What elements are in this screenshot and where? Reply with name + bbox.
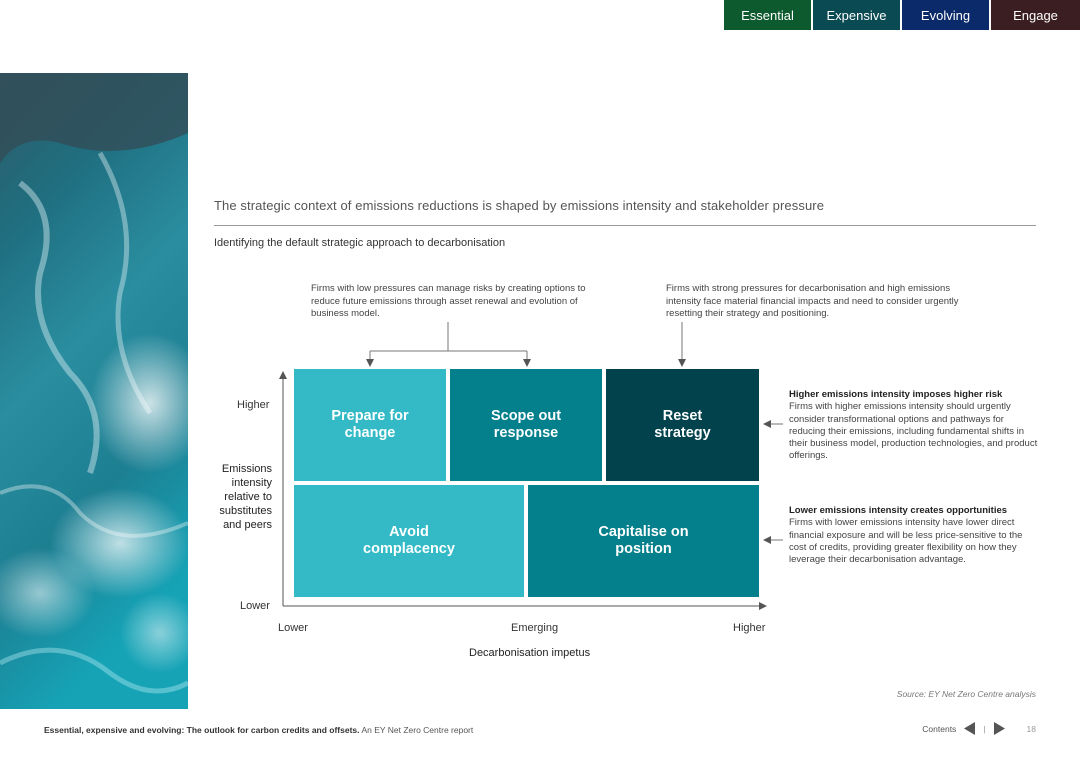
cell-label: Reset strategy <box>654 408 711 441</box>
y-axis-high-label: Higher <box>237 399 270 411</box>
footer-title-sub: An EY Net Zero Centre report <box>361 725 474 735</box>
cell-label: Prepare for change <box>331 408 409 441</box>
next-page-button[interactable] <box>993 722 1005 735</box>
footer-navigation: Contents | 18 <box>922 722 1036 735</box>
prev-page-button[interactable] <box>964 722 976 735</box>
water-photo <box>0 73 188 709</box>
note-low-pressure: Firms with low pressures can manage risk… <box>311 283 586 319</box>
cell-prepare-for-change: Prepare for change <box>294 369 446 481</box>
cell-scope-out-response: Scope out response <box>450 369 602 481</box>
side-note-higher-heading: Higher emissions intensity imposes highe… <box>789 389 1003 400</box>
source-note: Source: EY Net Zero Centre analysis <box>896 689 1036 699</box>
cell-avoid-complacency: Avoid complacency <box>294 485 524 597</box>
triangle-left-icon <box>964 722 976 735</box>
cell-label: Capitalise on position <box>598 524 689 557</box>
x-axis-title: Decarbonisation impetus <box>469 647 591 659</box>
tab-evolving[interactable]: Evolving <box>902 0 989 30</box>
section-nav: Essential Expensive Evolving Engage <box>724 0 1080 30</box>
water-illustration <box>0 73 188 709</box>
triangle-right-icon <box>993 722 1005 735</box>
y-axis-low-label: Lower <box>240 600 270 612</box>
tab-essential[interactable]: Essential <box>724 0 811 30</box>
title-divider <box>214 225 1036 226</box>
cell-label: Avoid complacency <box>363 524 455 557</box>
cell-reset-strategy: Reset strategy <box>606 369 759 481</box>
footer-report-title: Essential, expensive and evolving: The o… <box>44 725 473 735</box>
side-note-lower: Lower emissions intensity creates opport… <box>789 505 1039 566</box>
page-number: 18 <box>1026 723 1036 734</box>
side-note-higher: Higher emissions intensity imposes highe… <box>789 389 1039 463</box>
side-note-lower-heading: Lower emissions intensity creates opport… <box>789 505 1008 516</box>
page-title: The strategic context of emissions reduc… <box>214 198 825 213</box>
footer-title-strong: Essential, expensive and evolving: The o… <box>44 725 360 735</box>
cell-label: Scope out response <box>490 408 562 441</box>
cell-capitalise-on-position: Capitalise on position <box>528 485 759 597</box>
page-subtitle: Identifying the default strategic approa… <box>214 237 506 249</box>
x-axis-high-label: Higher <box>733 622 766 634</box>
side-note-higher-body: Firms with higher emissions intensity sh… <box>789 401 1038 462</box>
contents-link[interactable]: Contents <box>922 723 957 734</box>
tab-expensive[interactable]: Expensive <box>813 0 900 30</box>
tab-engage[interactable]: Engage <box>991 0 1080 30</box>
nav-separator: | <box>983 723 986 734</box>
note-strong-pressure: Firms with strong pressures for decarbon… <box>666 283 959 319</box>
side-note-lower-body: Firms with lower emissions intensity hav… <box>789 517 1023 566</box>
x-axis-mid-label: Emerging <box>511 622 559 634</box>
x-axis-low-label: Lower <box>278 622 308 634</box>
y-axis-title: Emissions intensity relative to substitu… <box>219 463 272 531</box>
